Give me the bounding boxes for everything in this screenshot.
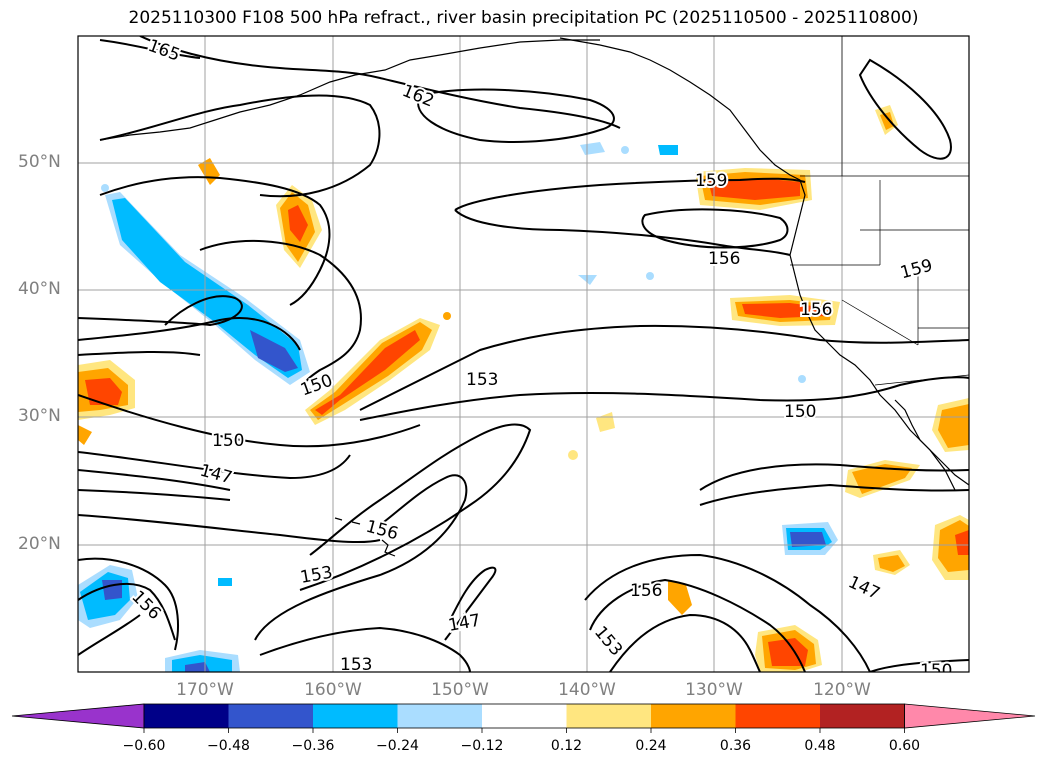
lon-label-140w: 140°W: [558, 680, 616, 700]
coastlines: [99, 37, 969, 557]
map-title: 2025110300 F108 500 hPa refract., river …: [128, 8, 919, 28]
colorbar-tick-label: −0.36: [291, 738, 335, 754]
colorbar-tick-label: 0.48: [804, 738, 836, 754]
map-area: 165 162 159 156 159 156 153 150 150 150 …: [78, 36, 969, 681]
lat-label-20n: 20°N: [18, 534, 61, 554]
colorbar-tick-label: 0.36: [719, 738, 752, 754]
colorbar-extend-low: [11, 703, 145, 729]
colorbar-extend-high: [904, 703, 1036, 729]
colorbar-segment: [313, 704, 398, 728]
contour-label: 153: [466, 370, 498, 390]
colorbar-segment: [566, 704, 651, 728]
colorbar-tick-label: −0.24: [376, 738, 419, 754]
refractivity-contours: [78, 36, 969, 672]
lat-label-50n: 50°N: [18, 152, 61, 172]
contour-label: 159: [695, 171, 727, 191]
contour-label: 150: [920, 661, 952, 681]
lon-label-130w: 130°W: [685, 680, 743, 700]
colorbar-segment: [735, 704, 820, 728]
positive-anomaly-central-core: [315, 330, 420, 415]
negative-anomaly-band-peak: [250, 330, 298, 372]
contour-label: 156: [708, 249, 740, 269]
colorbar-tick-label: 0.60: [888, 738, 921, 754]
contour-label: 150: [212, 431, 244, 451]
colorbar-tick-label: 0.12: [550, 738, 583, 754]
contour-labels: 165 162 159 156 159 156 153 150 150 150 …: [125, 36, 954, 681]
lon-label-170w: 170°W: [176, 680, 234, 700]
lon-label-120w: 120°W: [813, 680, 871, 700]
lat-label-40n: 40°N: [18, 279, 61, 299]
colorbar-segment: [397, 704, 482, 728]
colorbar-tick-label: −0.48: [207, 738, 250, 754]
colorbar-segment: [482, 704, 567, 728]
colorbar-tick-label: 0.24: [635, 738, 667, 754]
lat-label-30n: 30°N: [18, 406, 61, 426]
lon-label-160w: 160°W: [304, 680, 362, 700]
lon-label-150w: 150°W: [431, 680, 489, 700]
colorbar-segment: [820, 704, 905, 728]
colorbar-tick-label: −0.60: [122, 738, 166, 754]
contour-label: 150: [784, 402, 816, 422]
colorbar: [11, 703, 1036, 733]
contour-label: 153: [340, 655, 372, 675]
contour-label: 156: [630, 581, 662, 601]
colorbar-segment: [144, 704, 229, 728]
colorbar-tick-label: −0.12: [460, 738, 504, 754]
colorbar-segment: [651, 704, 736, 728]
shaded-anomalies: [78, 105, 969, 672]
colorbar-segment: [228, 704, 313, 728]
map-frame: [77, 35, 970, 673]
negative-anomaly-sw-peak: [102, 580, 122, 600]
contour-label: 156: [800, 300, 832, 320]
